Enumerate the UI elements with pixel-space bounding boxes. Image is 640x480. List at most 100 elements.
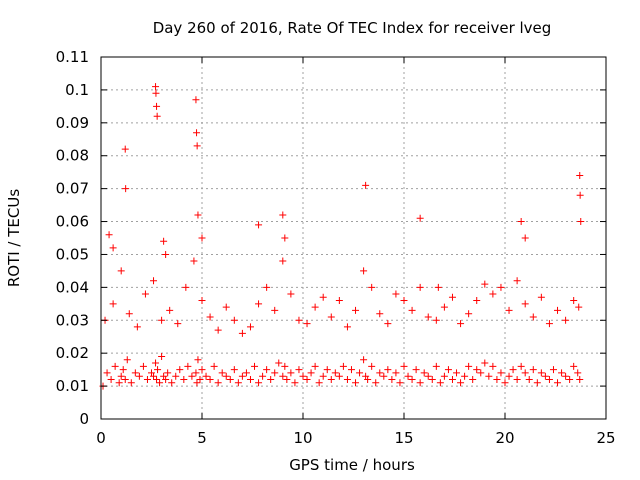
- data-point: [259, 372, 267, 380]
- data-point: [545, 376, 553, 384]
- data-point: [428, 376, 436, 384]
- data-point: [517, 218, 525, 226]
- data-point: [562, 316, 570, 324]
- data-point: [453, 369, 461, 377]
- data-point: [477, 369, 485, 377]
- data-point: [192, 96, 200, 104]
- data-point: [331, 369, 339, 377]
- data-point: [123, 356, 131, 364]
- data-point: [153, 112, 161, 120]
- data-point: [448, 293, 456, 301]
- y-tick-label: 0.06: [56, 213, 89, 231]
- data-point: [339, 362, 347, 370]
- data-point: [461, 372, 469, 380]
- data-point: [234, 379, 242, 387]
- data-point: [576, 376, 584, 384]
- data-point: [558, 369, 566, 377]
- data-point: [311, 362, 319, 370]
- data-point: [135, 372, 143, 380]
- data-point: [529, 366, 537, 374]
- data-point: [432, 362, 440, 370]
- data-point: [412, 366, 420, 374]
- data-point: [521, 234, 529, 242]
- data-point: [360, 356, 368, 364]
- data-point: [141, 290, 149, 298]
- x-tick-label: 15: [394, 429, 413, 447]
- data-point: [335, 372, 343, 380]
- y-axis-label: ROTI / TECUs: [5, 189, 23, 287]
- data-point: [174, 320, 182, 328]
- data-point: [347, 366, 355, 374]
- y-tick-label: 0.09: [56, 114, 89, 132]
- data-point: [521, 369, 529, 377]
- data-point: [481, 280, 489, 288]
- data-point: [440, 303, 448, 311]
- data-point: [549, 366, 557, 374]
- data-point: [162, 250, 170, 258]
- data-point: [131, 369, 139, 377]
- data-point: [521, 300, 529, 308]
- data-point: [287, 290, 295, 298]
- data-point: [271, 369, 279, 377]
- data-point: [311, 303, 319, 311]
- data-point: [127, 379, 135, 387]
- y-tick-label: 0.03: [56, 311, 89, 329]
- data-point: [180, 376, 188, 384]
- data-point: [153, 102, 161, 110]
- data-point: [121, 376, 129, 384]
- data-point: [576, 191, 584, 199]
- data-point: [352, 306, 360, 314]
- data-points: [99, 83, 585, 390]
- data-point: [501, 379, 509, 387]
- data-point: [162, 376, 170, 384]
- data-point: [537, 293, 545, 301]
- data-point: [400, 362, 408, 370]
- data-point: [150, 277, 158, 285]
- data-point: [360, 267, 368, 275]
- data-point: [489, 290, 497, 298]
- data-point: [408, 306, 416, 314]
- y-tick-label: 0.01: [56, 377, 89, 395]
- data-point: [158, 316, 166, 324]
- data-point: [485, 372, 493, 380]
- data-point: [315, 379, 323, 387]
- data-point: [107, 376, 115, 384]
- data-point: [287, 369, 295, 377]
- data-point: [275, 359, 283, 367]
- data-point: [281, 362, 289, 370]
- data-point: [356, 369, 364, 377]
- data-point: [230, 366, 238, 374]
- data-point: [267, 376, 275, 384]
- data-point: [400, 297, 408, 305]
- data-point: [198, 366, 206, 374]
- data-point: [517, 362, 525, 370]
- data-point: [448, 376, 456, 384]
- data-point: [440, 372, 448, 380]
- data-point: [202, 372, 210, 380]
- data-point: [576, 171, 584, 179]
- data-point: [255, 300, 263, 308]
- data-point: [109, 244, 117, 252]
- data-point: [271, 306, 279, 314]
- data-point: [408, 376, 416, 384]
- data-point: [319, 372, 327, 380]
- x-tick-label: 25: [596, 429, 615, 447]
- data-point: [184, 362, 192, 370]
- data-point: [537, 369, 545, 377]
- data-point: [172, 372, 180, 380]
- data-point: [570, 297, 578, 305]
- data-point: [364, 376, 372, 384]
- y-tick-label: 0.11: [56, 48, 89, 66]
- data-point: [121, 145, 129, 153]
- data-point: [105, 231, 113, 239]
- data-point: [566, 376, 574, 384]
- data-point: [255, 221, 263, 229]
- data-point: [574, 369, 582, 377]
- chart-title: Day 260 of 2016, Rate Of TEC Index for r…: [153, 19, 552, 37]
- data-point: [152, 89, 160, 97]
- data-point: [210, 362, 218, 370]
- data-point: [368, 362, 376, 370]
- data-point: [424, 313, 432, 321]
